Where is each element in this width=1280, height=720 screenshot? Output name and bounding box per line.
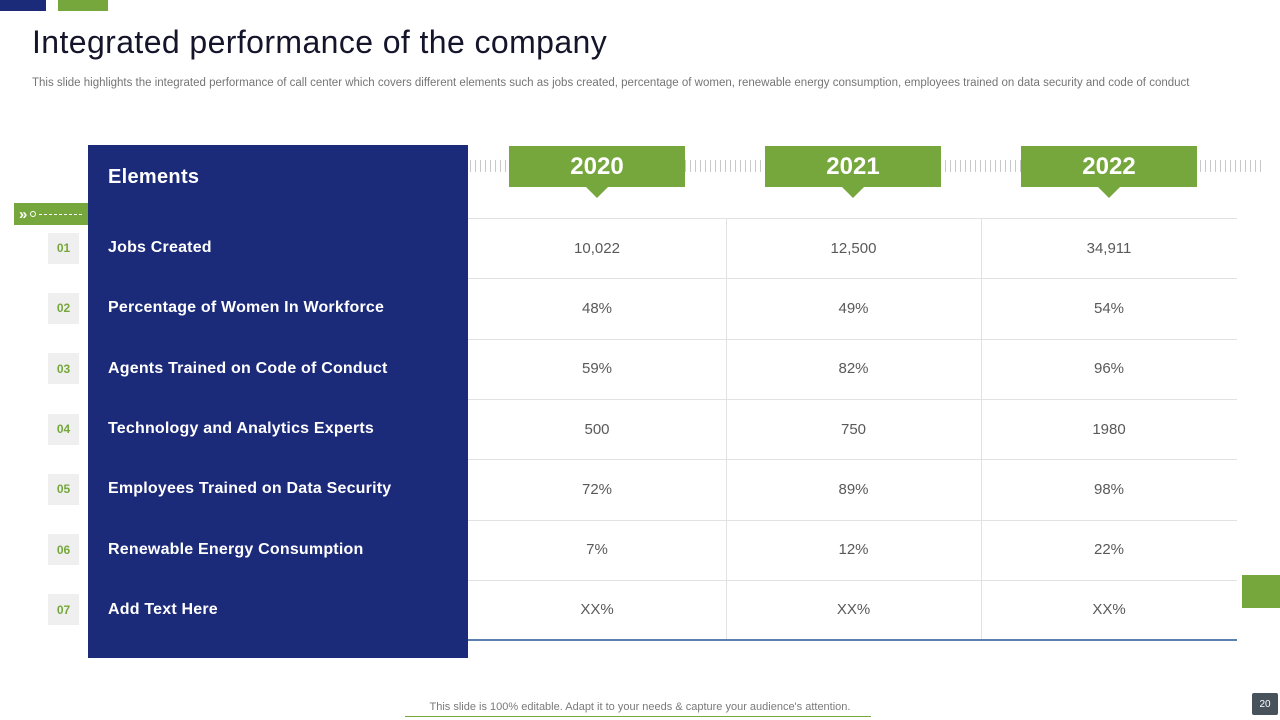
row-number-badge: 01 — [48, 232, 79, 264]
column-divider — [726, 218, 727, 640]
table-cell: 12,500 — [830, 239, 877, 257]
table-cell: 750 — [840, 420, 867, 438]
table-cell: 1980 — [1092, 420, 1126, 438]
marker-dashed-line — [39, 213, 82, 215]
slide-edge-marker: » — [14, 203, 88, 225]
table-cell: 500 — [584, 420, 610, 438]
element-label: Percentage of Women In Workforce — [108, 299, 385, 317]
table-cell: 49% — [838, 299, 869, 317]
banner-arrow-icon — [842, 187, 864, 198]
slide-subtitle: This slide highlights the integrated per… — [32, 77, 1190, 89]
row-number-badge: 06 — [48, 534, 79, 566]
year-banner-2020: 2020 — [509, 146, 685, 187]
table-cell: 7% — [586, 541, 608, 559]
page-title: Integrated performance of the company — [32, 24, 608, 60]
table-cell: 98% — [1093, 480, 1125, 498]
year-banner-2021: 2021 — [765, 146, 941, 187]
row-divider — [468, 519, 1237, 521]
top-navy-accent-bar — [0, 0, 46, 11]
row-divider — [468, 278, 1237, 280]
row-divider — [468, 398, 1237, 400]
page-number-badge: 20 — [1252, 693, 1278, 715]
row-divider — [468, 218, 1237, 219]
elements-panel — [88, 145, 468, 658]
banner-arrow-icon — [586, 187, 608, 198]
table-bottom-rule — [468, 639, 1237, 641]
row-number-badge: 07 — [48, 594, 79, 626]
table-cell: 54% — [1093, 299, 1125, 317]
double-chevron-icon: » — [19, 205, 28, 223]
table-cell: 72% — [581, 480, 613, 498]
element-label: Employees Trained on Data Security — [108, 480, 392, 498]
table-cell: 59% — [581, 360, 613, 378]
right-green-accent-block — [1242, 575, 1280, 608]
table-cell: XX% — [1092, 601, 1126, 619]
table-cell: 10,022 — [574, 239, 620, 257]
elements-header: Elements — [108, 166, 200, 188]
row-number-badge: 05 — [48, 473, 79, 505]
year-banner-2022: 2022 — [1021, 146, 1197, 187]
top-green-accent-bar — [58, 0, 108, 11]
table-cell: 22% — [1093, 541, 1125, 559]
table-cell: 89% — [838, 480, 869, 498]
row-divider — [468, 459, 1237, 461]
element-label: Add Text Here — [108, 600, 218, 618]
element-label: Renewable Energy Consumption — [108, 540, 364, 558]
element-label: Jobs Created — [108, 239, 212, 256]
row-number-badge: 04 — [48, 413, 79, 445]
table-cell: 82% — [838, 360, 869, 378]
table-cell: XX% — [580, 601, 614, 619]
table-cell: 96% — [1093, 360, 1125, 378]
table-cell: 12% — [838, 541, 869, 559]
column-divider — [981, 218, 982, 640]
row-number-badge: 02 — [48, 292, 79, 324]
table-cell: XX% — [836, 601, 871, 619]
table-cell: 34,911 — [1086, 239, 1132, 257]
row-number-badge: 03 — [48, 353, 79, 385]
footer-underline — [405, 716, 871, 717]
marker-dot-icon — [30, 211, 37, 217]
banner-arrow-icon — [1098, 187, 1120, 198]
footer-note: This slide is 100% editable. Adapt it to… — [429, 701, 851, 713]
table-cell: 48% — [581, 299, 613, 317]
element-label: Technology and Analytics Experts — [108, 419, 375, 437]
row-divider — [468, 338, 1237, 340]
element-label: Agents Trained on Code of Conduct — [108, 359, 388, 377]
row-divider — [468, 579, 1237, 581]
